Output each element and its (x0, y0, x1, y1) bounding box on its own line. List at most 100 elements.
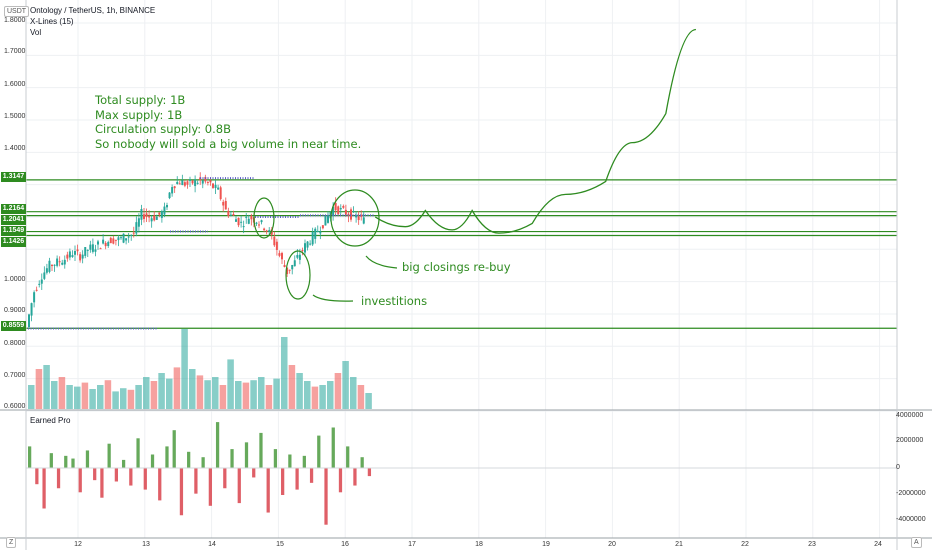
earned-pro-bar (288, 454, 292, 468)
candle-body (301, 250, 304, 252)
candle-body (48, 260, 51, 272)
volume-bar (219, 385, 227, 409)
candle-body (81, 254, 84, 259)
volume-bar (311, 386, 319, 409)
circle-annotation (285, 250, 311, 300)
y-tick-label: 0.9000 (4, 307, 26, 314)
earned-pro-bar (273, 449, 278, 468)
candle-body (342, 205, 345, 208)
candle-body (89, 244, 92, 250)
candle-body (237, 217, 240, 226)
candle-body (45, 268, 48, 273)
candle-body (217, 187, 220, 190)
earned-pro-bar (230, 449, 234, 468)
candle-body (247, 218, 250, 224)
candle-body (76, 249, 79, 252)
earned-pro-bar (28, 446, 32, 468)
candle-body (245, 216, 248, 218)
candle-body (344, 209, 347, 215)
projection-path (374, 28, 697, 234)
candle-body (189, 179, 191, 181)
volume-bar (81, 382, 89, 409)
candle-body (288, 269, 291, 271)
candle-body (97, 241, 99, 245)
volume-bar (51, 381, 58, 409)
zoom-toggle[interactable]: Z (6, 537, 17, 548)
earned-pro-layer (26, 422, 897, 525)
volume-bar (166, 378, 173, 409)
projection-layer (253, 28, 697, 302)
volume-bar (204, 380, 211, 409)
candle-body (74, 251, 76, 255)
candle-body (107, 242, 110, 246)
candle-body (178, 183, 181, 185)
volume-bar (304, 381, 311, 409)
candle-body (176, 181, 179, 184)
candle-body (160, 211, 163, 218)
volume-bar (235, 381, 242, 409)
earned-pro-bar (56, 468, 61, 489)
candle-body (298, 254, 301, 260)
circle-annotation (253, 197, 275, 239)
candle-body (56, 258, 59, 266)
candle-body (311, 231, 314, 245)
candle-body (212, 183, 214, 188)
candle-body (130, 234, 133, 236)
volume-bar (350, 377, 357, 409)
volume-bar (173, 367, 181, 409)
right-tick-label: 2000000 (896, 437, 924, 444)
candle-body (293, 260, 296, 267)
candle-body (181, 180, 184, 186)
volume-bar (319, 385, 326, 409)
earned-pro-bar (252, 468, 256, 478)
candle-body (263, 228, 266, 231)
y-tick-label: 1.5000 (4, 113, 26, 120)
candle-body (168, 192, 171, 199)
right-tick-label: -2000000 (896, 490, 926, 497)
candle-body (30, 303, 33, 316)
x-tick-label: 24 (874, 541, 882, 548)
earned-pro-bar (244, 442, 249, 468)
candle-body (321, 225, 324, 229)
volume-bar (250, 380, 257, 409)
currency-label[interactable]: USDT (4, 6, 30, 17)
volume-bar (196, 375, 204, 409)
candle-body (362, 217, 365, 224)
earned-pro-bar (346, 446, 350, 468)
candle-body (334, 202, 337, 211)
candle-body (201, 180, 204, 184)
candle-body (28, 314, 30, 327)
earned-pro-bar (136, 438, 140, 468)
candle-body (79, 254, 82, 261)
x-tick-label: 12 (74, 541, 82, 548)
volume-bar (357, 385, 365, 409)
earned-pro-bar (165, 446, 169, 468)
candle-body (145, 213, 148, 217)
right-tick-label: 4000000 (896, 412, 924, 419)
candle-body (109, 237, 112, 244)
volume-bar (150, 381, 158, 409)
candle-body (360, 214, 363, 217)
candle-body (296, 255, 299, 258)
candle-body (173, 186, 176, 189)
level-badge: 1.3147 (1, 172, 26, 182)
y-tick-label: 1.6000 (4, 81, 26, 88)
candle-body (186, 181, 189, 185)
auto-scale-toggle[interactable]: A (911, 537, 922, 548)
callout-arrow (312, 294, 354, 302)
x-tick-label: 18 (475, 541, 483, 548)
level-badge: 1.2041 (1, 215, 26, 225)
y-tick-label: 1.8000 (4, 17, 26, 24)
candle-body (304, 243, 306, 253)
candle-body (63, 259, 66, 265)
right-tick-label: -4000000 (896, 516, 926, 523)
candle-body (127, 236, 130, 238)
volume-bar (281, 337, 288, 409)
candle-body (84, 247, 87, 256)
circle-annotation (330, 189, 380, 247)
candle-body (66, 254, 69, 259)
candle-body (196, 182, 199, 184)
earned-pro-bar (309, 468, 314, 483)
earned-pro-bar (114, 468, 119, 482)
